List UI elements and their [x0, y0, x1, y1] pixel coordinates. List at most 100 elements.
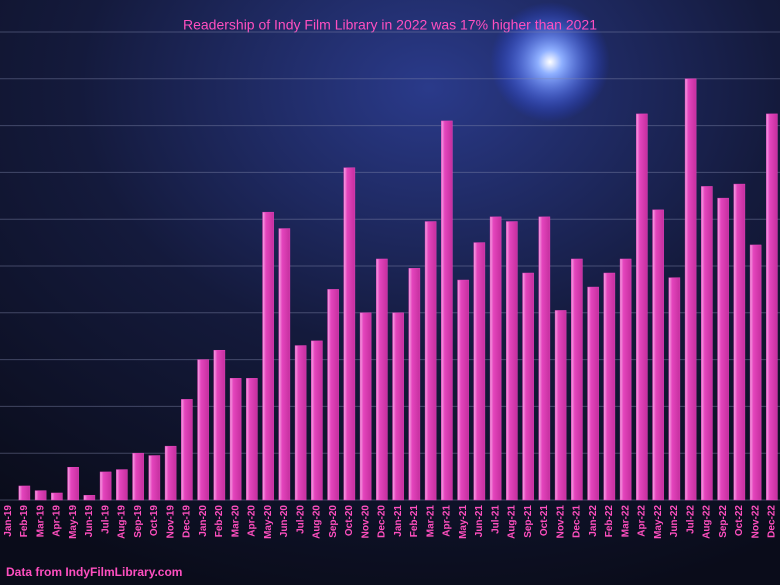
x-tick-label: Apr-22: [637, 505, 648, 537]
x-tick-label: Mar-20: [230, 505, 241, 538]
chart-title: Readership of Indy Film Library in 2022 …: [183, 17, 597, 33]
bar: [311, 340, 323, 501]
bar: [522, 272, 534, 501]
bar: [376, 258, 388, 501]
bar: [538, 216, 551, 501]
bar: [343, 167, 356, 501]
x-tick-label: Jan-19: [3, 505, 14, 537]
x-tick-label: Jun-21: [474, 505, 485, 538]
x-tick-label: Feb-19: [19, 505, 30, 538]
x-tick-label: Sep-21: [523, 505, 534, 538]
x-tick-label: Nov-22: [750, 505, 761, 539]
x-tick-label: Jul-21: [490, 505, 501, 534]
x-tick-label: Feb-21: [409, 505, 420, 538]
bar: [213, 349, 226, 501]
x-tick-label: Jun-19: [84, 505, 95, 538]
bar: [116, 469, 128, 501]
bar: [392, 312, 404, 501]
bar: [619, 258, 632, 501]
x-tick-label: Jul-22: [685, 505, 696, 534]
bar: [99, 471, 112, 501]
bar: [489, 216, 502, 501]
bar: [441, 120, 453, 501]
x-tick-label: Sep-22: [718, 505, 729, 538]
x-tick-label: Dec-20: [377, 505, 388, 538]
x-tick-label: Mar-21: [425, 505, 436, 538]
bar: [733, 183, 746, 501]
x-tick-label: Aug-19: [117, 505, 128, 539]
x-tick-label: Oct-22: [734, 505, 745, 537]
bar: [473, 242, 486, 501]
x-tick-label: Jan-21: [393, 505, 404, 537]
bar: [294, 345, 307, 501]
x-tick-label: Mar-22: [620, 505, 631, 538]
x-tick-label: May-21: [458, 505, 469, 539]
bar: [18, 485, 31, 501]
x-tick-label: Aug-22: [702, 505, 713, 539]
x-tick-label: Oct-19: [149, 505, 160, 537]
bar: [197, 359, 209, 501]
bar: [181, 399, 193, 501]
x-tick-label: Jan-22: [588, 505, 599, 537]
bar: [506, 221, 518, 501]
bar: [278, 228, 291, 501]
x-tick-label: May-20: [263, 505, 274, 539]
x-tick-label: Dec-22: [767, 505, 778, 538]
x-tick-label: Nov-20: [360, 505, 371, 539]
bar: [684, 78, 697, 501]
x-tick-label: Apr-21: [442, 505, 453, 537]
bar: [246, 378, 258, 501]
x-tick-label: Nov-21: [555, 505, 566, 539]
bar: [51, 492, 63, 501]
bar: [587, 286, 599, 501]
bar: [67, 466, 79, 501]
bar: [457, 279, 469, 501]
bar: [408, 268, 421, 501]
x-tick-label: Aug-20: [312, 505, 323, 539]
bar: [359, 312, 372, 501]
x-tick-label: Jul-20: [295, 505, 306, 534]
bar: [327, 289, 339, 501]
x-tick-label: Oct-20: [344, 505, 355, 537]
x-tick-label: Dec-21: [572, 505, 583, 538]
bar: [229, 378, 242, 501]
x-tick-label: Mar-19: [35, 505, 46, 538]
bar: [766, 113, 778, 501]
bar: [262, 211, 274, 501]
x-tick-label: Feb-22: [604, 505, 615, 538]
bar: [717, 197, 729, 501]
source-note: Data from IndyFilmLibrary.com: [6, 565, 182, 579]
bar: [668, 277, 681, 501]
bar: [148, 455, 161, 501]
x-tick-label: Aug-21: [507, 505, 518, 539]
x-tick-label: Jan-20: [198, 505, 209, 537]
x-tick-label: Oct-21: [539, 505, 550, 537]
bar: [701, 186, 713, 501]
x-tick-label: Sep-19: [133, 505, 144, 538]
x-tick-label: Dec-19: [182, 505, 193, 538]
x-tick-label: Jun-20: [279, 505, 290, 538]
bar: [424, 221, 437, 501]
x-tick-label: Apr-20: [247, 505, 258, 537]
x-tick-label: Apr-19: [52, 505, 63, 537]
bar: [132, 452, 144, 501]
x-tick-label: Feb-20: [214, 505, 225, 538]
x-tick-label: Jun-22: [669, 505, 680, 538]
bar: [554, 310, 567, 501]
x-tick-label: Jul-19: [100, 505, 111, 534]
bar: [34, 490, 47, 501]
x-tick-label: Sep-20: [328, 505, 339, 538]
x-tick-label: May-22: [653, 505, 664, 539]
bar: [749, 244, 762, 501]
x-tick-label: May-19: [68, 505, 79, 539]
spotlight: [490, 2, 610, 122]
bar: [83, 495, 96, 501]
bar: [603, 272, 616, 501]
bar: [164, 445, 177, 501]
bar: [636, 113, 648, 501]
bar: [571, 258, 583, 501]
x-tick-label: Nov-19: [165, 505, 176, 539]
bar: [652, 209, 664, 501]
